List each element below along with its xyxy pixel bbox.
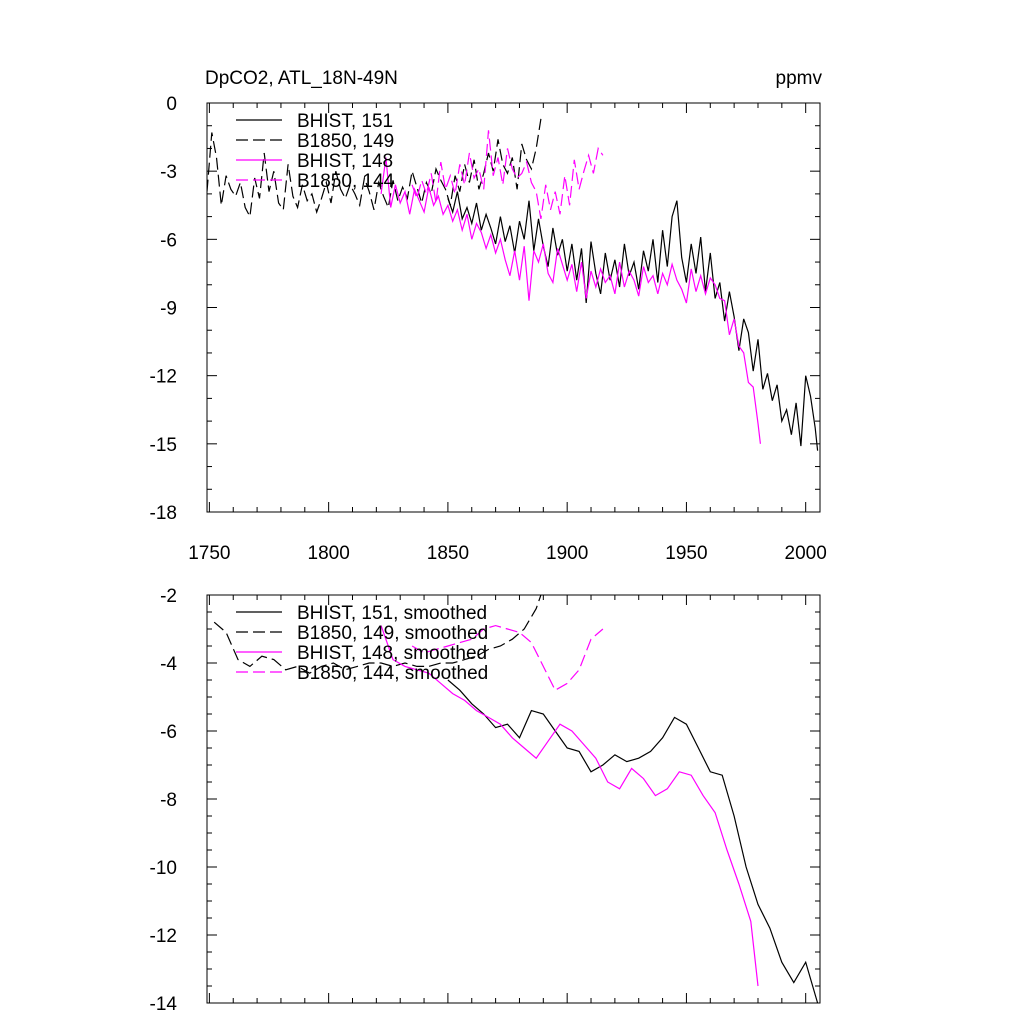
y-tick-label: -18 <box>150 503 177 524</box>
x-tick-label: 1750 <box>188 543 230 564</box>
y-tick-label: -4 <box>160 654 177 675</box>
y-tick-label: -8 <box>160 790 177 811</box>
y-tick-label: -3 <box>160 162 177 183</box>
legend-label: B1850, 149 <box>297 131 394 152</box>
series-line <box>411 130 604 220</box>
legend-label: BHIST, 148 <box>297 151 393 172</box>
y-tick-label: -2 <box>160 586 177 607</box>
y-tick-label: -10 <box>150 858 177 879</box>
y-tick-label: -14 <box>150 994 178 1015</box>
series-line <box>380 157 761 444</box>
legend-label: B1850, 149, smoothed <box>297 623 488 644</box>
x-tick-label: 1850 <box>427 543 469 564</box>
chart-title: DpCO2, ATL_18N-49N <box>205 68 398 89</box>
y-tick-label: -6 <box>160 230 177 251</box>
legend-label: BHIST, 148, smoothed <box>297 643 487 664</box>
units-label: ppmv <box>776 68 823 89</box>
y-tick-label: 0 <box>166 94 177 115</box>
x-tick-label: 1800 <box>308 543 350 564</box>
series-line <box>380 625 759 987</box>
y-tick-label: -12 <box>150 926 177 947</box>
series-line <box>447 679 819 1003</box>
series-line <box>447 191 819 451</box>
legend-label: BHIST, 151, smoothed <box>297 603 487 624</box>
x-tick-label: 1950 <box>665 543 707 564</box>
series-line <box>411 624 604 692</box>
series-line <box>213 595 542 674</box>
y-tick-label: -12 <box>150 367 177 388</box>
legend-label: B1850, 144 <box>297 171 395 192</box>
top-panel: 1750 1800 1850 1900 1950 2000 0 -3 -6 -9 -12 -15 -18… <box>150 94 827 564</box>
y-tick-label: -9 <box>160 299 177 320</box>
x-tick-label: 1900 <box>546 543 588 564</box>
x-tick-label: 2000 <box>785 543 827 564</box>
y-tick-label: -15 <box>150 435 177 456</box>
legend-label: B1850, 144, smoothed <box>297 663 488 684</box>
legend-label: BHIST, 151 <box>297 111 393 132</box>
y-tick-label: -6 <box>160 722 177 743</box>
